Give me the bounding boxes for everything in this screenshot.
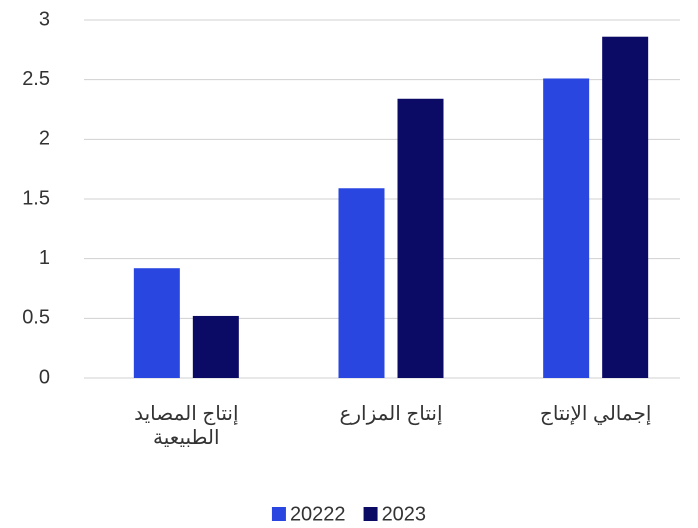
bar bbox=[397, 98, 444, 378]
y-tick-label: 0 bbox=[39, 366, 50, 388]
bar bbox=[192, 315, 239, 378]
y-tick-label: 2.5 bbox=[22, 68, 50, 90]
legend-swatch bbox=[363, 507, 378, 521]
y-tick-label: 0.5 bbox=[22, 307, 50, 329]
legend-swatch bbox=[271, 507, 286, 521]
y-tick-label: 1 bbox=[39, 247, 50, 269]
bar bbox=[338, 188, 385, 378]
bar bbox=[543, 78, 590, 379]
y-tick-label: 2 bbox=[39, 128, 50, 150]
y-tick-label: 3 bbox=[39, 8, 50, 30]
bar bbox=[133, 268, 180, 378]
x-tick-label: إنتاج المزارع bbox=[339, 403, 443, 425]
y-tick-label: 1.5 bbox=[22, 187, 50, 209]
legend-label: 2023 bbox=[382, 503, 427, 525]
bar bbox=[602, 36, 649, 378]
legend-label: 20222 bbox=[290, 503, 346, 525]
x-tick-label: إنتاج المصايد الطبيعية bbox=[134, 403, 239, 449]
x-tick-label: إجمالي الإنتاج bbox=[539, 403, 652, 425]
